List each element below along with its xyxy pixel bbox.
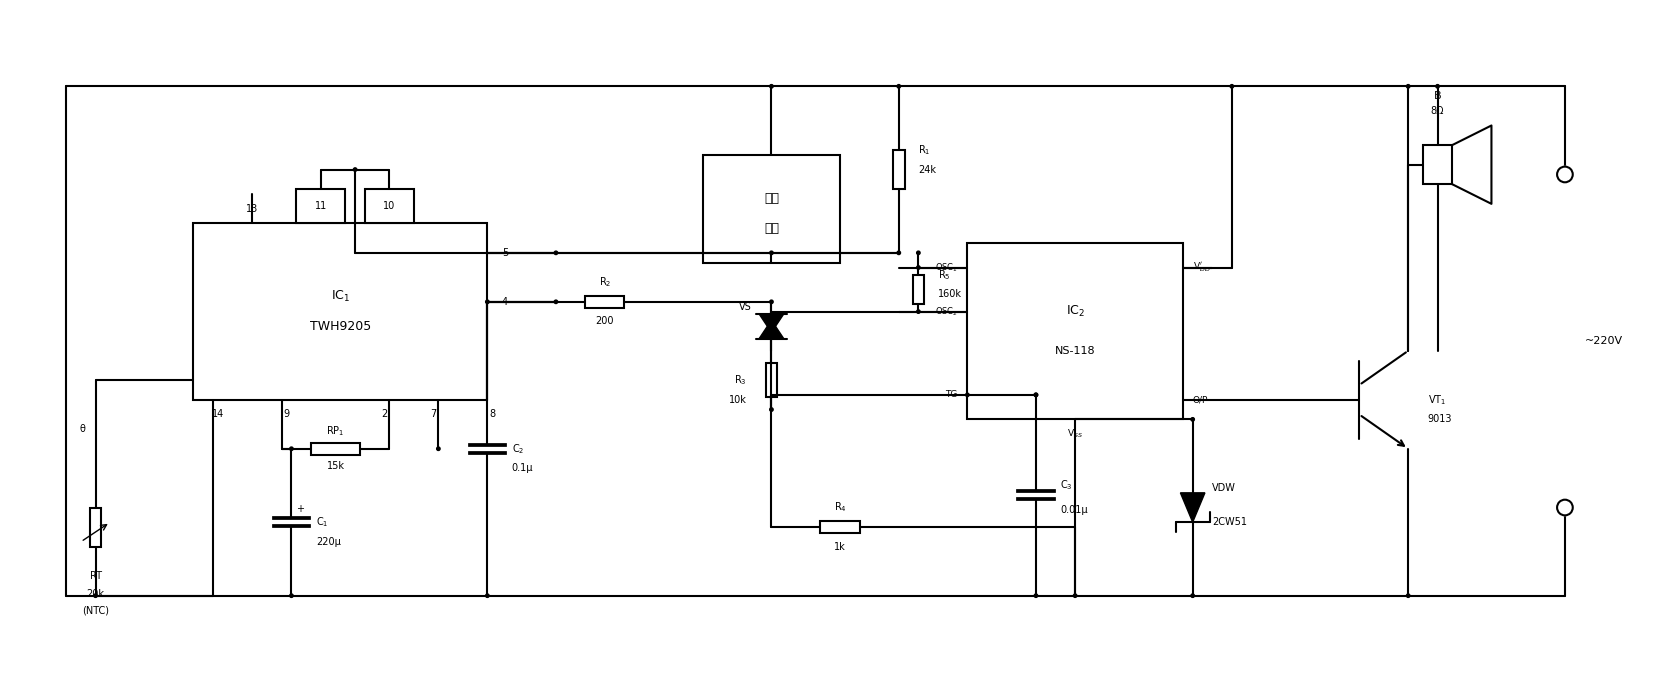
Text: 24k: 24k [917,165,936,174]
Circle shape [769,300,773,304]
Text: VDW: VDW [1211,483,1235,493]
Circle shape [916,251,919,255]
Circle shape [769,251,773,255]
Circle shape [897,251,900,255]
Polygon shape [759,320,783,338]
Bar [1421,145,1452,185]
Circle shape [1033,594,1037,597]
Text: V$_{DD}'$: V$_{DD}'$ [1191,261,1210,274]
Bar [912,275,924,304]
Bar [311,443,360,455]
Text: C$_1$: C$_1$ [316,516,328,529]
Text: 15k: 15k [326,462,344,471]
Polygon shape [759,314,783,332]
Text: IC$_1$: IC$_1$ [331,289,349,304]
Circle shape [94,594,97,597]
Circle shape [1033,393,1037,396]
Text: 2CW51: 2CW51 [1211,517,1247,527]
Circle shape [486,300,489,304]
Text: RT: RT [89,571,101,581]
Circle shape [1189,594,1194,597]
Bar [702,155,840,263]
Circle shape [916,266,919,269]
Text: C$_3$: C$_3$ [1060,479,1072,492]
Text: R$_3$: R$_3$ [734,373,746,387]
Text: TG: TG [944,390,958,399]
Bar [365,189,413,223]
Circle shape [554,251,558,255]
Circle shape [353,168,356,172]
Text: (NTC): (NTC) [82,605,109,616]
Circle shape [964,393,968,396]
Text: 7: 7 [430,409,437,419]
Text: 11: 11 [314,202,326,211]
Text: 13: 13 [245,204,259,214]
Circle shape [1406,84,1410,88]
Text: 20k: 20k [86,589,104,599]
Circle shape [437,447,440,450]
Circle shape [897,84,900,88]
Text: R$_1$: R$_1$ [917,143,931,157]
Text: 1k: 1k [833,541,845,552]
Text: 0.1μ: 0.1μ [511,463,533,473]
Text: 9013: 9013 [1426,414,1452,424]
Text: O/P: O/P [1191,395,1208,405]
Text: NS-118: NS-118 [1053,346,1095,355]
Circle shape [289,594,292,597]
Circle shape [769,84,773,88]
Circle shape [486,594,489,597]
Text: OSC$_1$: OSC$_1$ [934,262,958,274]
Text: 10k: 10k [729,395,746,405]
Circle shape [916,310,919,313]
Text: 160k: 160k [937,289,961,300]
Circle shape [1033,393,1037,396]
Text: 8Ω: 8Ω [1430,106,1443,116]
Text: R$_2$: R$_2$ [598,275,612,289]
Text: TWH9205: TWH9205 [309,320,371,333]
Text: 14: 14 [212,409,223,419]
Text: OSC$_2$: OSC$_2$ [934,305,958,318]
Text: 电器: 电器 [763,222,778,235]
Bar [89,507,101,547]
Bar [585,296,625,308]
Circle shape [289,447,292,450]
Text: VT$_1$: VT$_1$ [1426,393,1445,407]
Text: V$_{SS}$: V$_{SS}$ [1067,428,1082,441]
Text: VS: VS [739,302,751,312]
Text: 0.01μ: 0.01μ [1060,505,1087,515]
Text: IC$_2$: IC$_2$ [1065,304,1084,319]
Circle shape [1189,417,1194,421]
Polygon shape [1179,493,1205,522]
Text: 4: 4 [502,297,507,307]
Text: θ: θ [79,424,86,434]
Text: R$_4$: R$_4$ [833,501,847,514]
Circle shape [1074,594,1077,597]
Circle shape [1230,84,1233,88]
Bar [966,243,1183,419]
Text: 10: 10 [383,202,395,211]
Bar [193,223,487,400]
Text: 2: 2 [381,409,388,419]
Bar [820,521,858,533]
Text: R$_5$: R$_5$ [937,268,949,282]
Text: +: + [296,503,304,513]
Text: B: B [1433,91,1440,101]
Text: 9: 9 [284,409,289,419]
Circle shape [1435,84,1438,88]
Text: 制冷: 制冷 [763,193,778,206]
Text: C$_2$: C$_2$ [511,442,524,456]
Text: 8: 8 [489,409,496,419]
Circle shape [769,408,773,411]
Bar [892,150,904,189]
Bar [764,363,776,397]
Text: ~220V: ~220V [1584,336,1621,346]
Circle shape [554,300,558,304]
Text: 5: 5 [502,248,507,258]
Text: RP$_1$: RP$_1$ [326,424,344,438]
Text: 220μ: 220μ [316,537,341,547]
Text: 200: 200 [595,317,613,326]
Bar [296,189,344,223]
Circle shape [1406,594,1410,597]
